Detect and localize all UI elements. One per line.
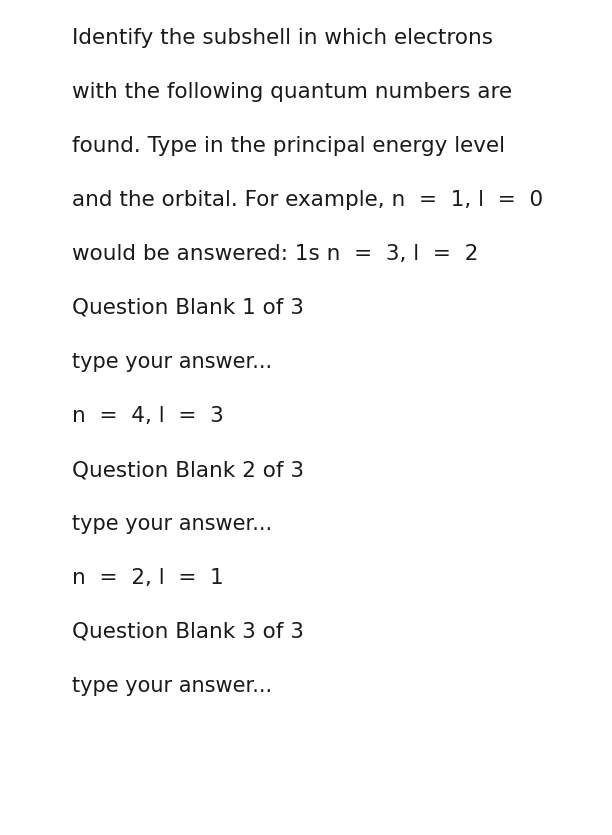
Text: Question Blank 2 of 3: Question Blank 2 of 3 <box>72 460 304 480</box>
Text: type your answer...: type your answer... <box>72 676 272 696</box>
Text: Question Blank 1 of 3: Question Blank 1 of 3 <box>72 298 304 318</box>
Text: n  =  4, l  =  3: n = 4, l = 3 <box>72 406 224 426</box>
Text: and the orbital. For example, n  =  1, l  =  0: and the orbital. For example, n = 1, l =… <box>72 190 543 210</box>
Text: found. Type in the principal energy level: found. Type in the principal energy leve… <box>72 136 505 156</box>
Text: n  =  2, l  =  1: n = 2, l = 1 <box>72 568 224 588</box>
Text: Identify the subshell in which electrons: Identify the subshell in which electrons <box>72 28 493 48</box>
Text: would be answered: 1s n  =  3, l  =  2: would be answered: 1s n = 3, l = 2 <box>72 244 479 264</box>
Text: Question Blank 3 of 3: Question Blank 3 of 3 <box>72 622 304 642</box>
Text: type your answer...: type your answer... <box>72 514 272 534</box>
Text: type your answer...: type your answer... <box>72 352 272 372</box>
Text: with the following quantum numbers are: with the following quantum numbers are <box>72 82 512 102</box>
